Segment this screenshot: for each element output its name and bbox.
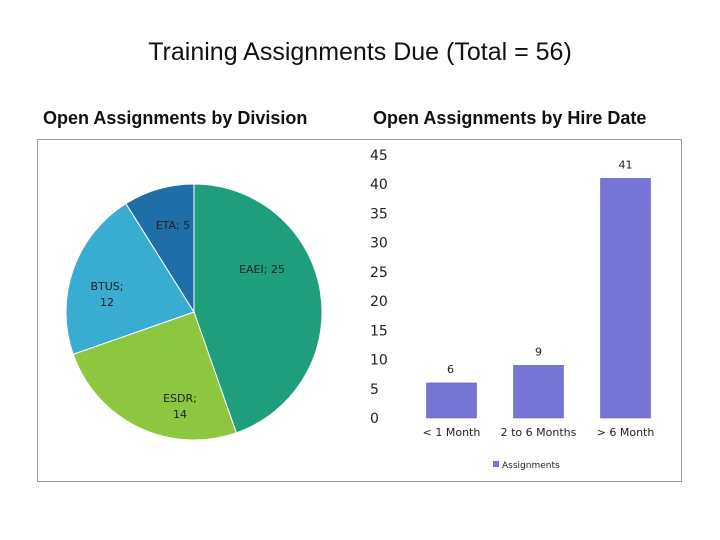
pie-label-eaei: EAEI; 25 (239, 263, 285, 276)
page-title: Training Assignments Due (Total = 56) (148, 38, 572, 66)
pie-label-esdr: ESDR; 14 (163, 392, 197, 421)
bar (513, 365, 564, 419)
legend-swatch (493, 461, 499, 467)
pie-label-eta: ETA; 5 (156, 219, 191, 232)
pie-slice-esdr (72, 311, 237, 441)
bar-data-label: 9 (535, 345, 542, 358)
bar-chart-title: Open Assignments by Hire Date (373, 108, 647, 128)
pie-slice-eta (125, 183, 195, 314)
chart-frame (37, 139, 682, 482)
pie-chart: EAEI; 25 ESDR; 14 BTUS; 12 ETA; 5 (65, 183, 323, 441)
y-tick-label: 15 (370, 323, 388, 339)
bar (600, 178, 651, 419)
y-tick-label: 20 (370, 294, 388, 310)
y-tick-label: 5 (370, 382, 379, 398)
legend-label: Assignments (502, 461, 560, 471)
bar-data-label: 6 (447, 363, 454, 376)
x-category-label: 2 to 6 Months (501, 426, 577, 439)
x-category-label: < 1 Month (423, 426, 481, 439)
y-tick-label: 10 (370, 353, 388, 369)
y-tick-label: 30 (370, 236, 388, 252)
bar-chart: 0 5 10 15 20 25 30 35 40 45 6 < 1 Month 9 2 to 6 Mont… (370, 148, 654, 471)
y-tick-label: 25 (370, 265, 388, 281)
bar-data-label: 41 (619, 158, 633, 171)
y-tick-label: 0 (370, 411, 379, 427)
pie-slice-btus (65, 202, 195, 355)
pie-label-btus: BTUS; 12 (90, 280, 123, 309)
y-tick-label: 40 (370, 177, 388, 193)
y-tick-label: 45 (370, 148, 388, 164)
pie-slice-eaei (193, 183, 323, 434)
x-category-label: > 6 Month (597, 426, 655, 439)
pie-chart-title: Open Assignments by Division (43, 108, 308, 128)
bar (426, 382, 477, 419)
y-tick-label: 35 (370, 206, 388, 222)
